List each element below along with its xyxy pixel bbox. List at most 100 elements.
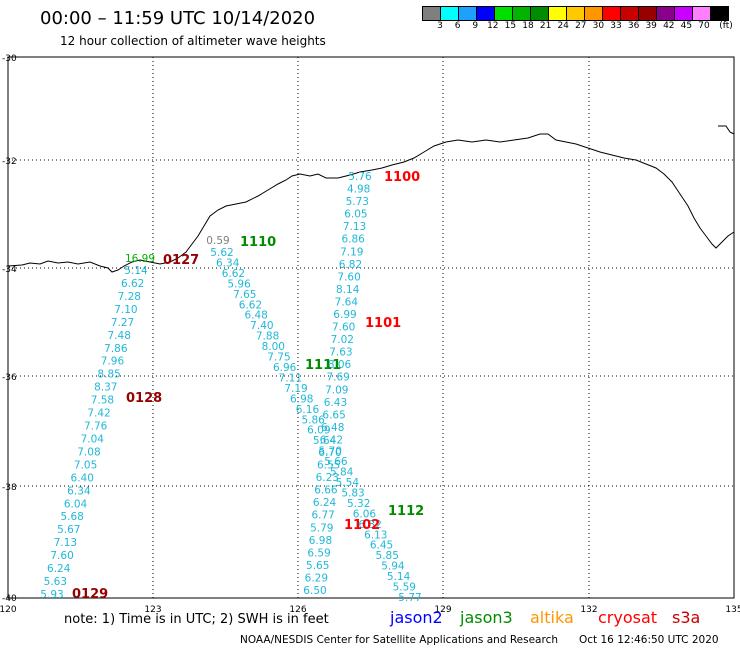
track-1100-value: 5.76 bbox=[348, 171, 372, 183]
lat-label: -30 bbox=[2, 54, 17, 64]
track-1110-value: 6.13 bbox=[364, 529, 387, 541]
track-0127-value: 7.58 bbox=[91, 395, 114, 407]
track-1110-value: 5.86 bbox=[301, 414, 325, 426]
track-1100-value: 6.43 bbox=[324, 397, 347, 409]
colorbar-label: 9 bbox=[472, 21, 479, 31]
colorbar-label: 33 bbox=[610, 21, 622, 31]
colorbar-label: 21 bbox=[539, 21, 552, 31]
colorbar-label: 12 bbox=[487, 21, 499, 31]
track-0127-start-value: 16.99 bbox=[125, 253, 155, 265]
colorbar bbox=[422, 6, 729, 21]
track-1110-value: 5.54 bbox=[336, 477, 360, 489]
track-1110-value: 5.77 bbox=[398, 592, 421, 604]
track-0127-value: 8.85 bbox=[97, 369, 120, 381]
track-1100-value: 8.14 bbox=[336, 284, 360, 296]
track-1100-value: 6.86 bbox=[341, 234, 365, 246]
track-1100-value: 7.13 bbox=[343, 221, 366, 233]
track-1110-value: 6.09 bbox=[307, 425, 330, 437]
coastline-islet bbox=[718, 125, 735, 135]
track-1100-value: 4.98 bbox=[347, 184, 370, 196]
legend-s3a: s3a bbox=[672, 608, 701, 627]
track-1100-value: 6.66 bbox=[314, 485, 338, 497]
colorbar-label: 6 bbox=[454, 21, 461, 31]
colorbar-labels: 3 6 9 12 15 18 21 24 27 30 33 36 39 42 45 70 (ft) bbox=[422, 21, 740, 33]
lat-label: -40 bbox=[2, 594, 17, 604]
track-1110-value: 6.96 bbox=[273, 362, 297, 374]
pass-label-1102: 1102 bbox=[344, 518, 380, 533]
track-0127-value: 7.96 bbox=[101, 356, 125, 368]
track-1110-value: 6.62 bbox=[239, 299, 262, 311]
legend-jason3: jason3 bbox=[460, 608, 513, 627]
lon-label: 123 bbox=[144, 605, 161, 615]
track-1110-value: 7.11 bbox=[279, 372, 302, 384]
track-1110-value: 7.88 bbox=[256, 331, 279, 343]
legend-jason2: jason2 bbox=[390, 608, 443, 627]
track-1110-value: 5.59 bbox=[393, 582, 416, 594]
track-1100-value: 6.23 bbox=[316, 472, 339, 484]
colorbar-label: 30 bbox=[592, 21, 605, 31]
track-1100-value: 6.98 bbox=[309, 535, 332, 547]
track-1100-value: 7.64 bbox=[335, 296, 359, 308]
track-1110-value: 5.14 bbox=[387, 571, 411, 583]
colorbar-label: 18 bbox=[522, 21, 534, 31]
coastline bbox=[7, 133, 735, 273]
track-1100-value: 6.65 bbox=[322, 409, 345, 421]
colorbar-label: 24 bbox=[557, 21, 569, 31]
colorbar-label: 36 bbox=[627, 21, 640, 31]
pass-label-1100: 1100 bbox=[384, 170, 420, 185]
track-1110-value: 6.06 bbox=[353, 508, 377, 520]
pass-label-0129: 0129 bbox=[72, 587, 108, 602]
track-1110-value: 5.66 bbox=[324, 456, 348, 468]
footer-timestamp: Oct 16 12:46:50 UTC 2020 bbox=[579, 634, 719, 646]
track-1100-value: 6.99 bbox=[333, 309, 356, 321]
track-1100-value: 7.02 bbox=[331, 334, 354, 346]
colorbar-label: 45 bbox=[680, 21, 693, 31]
footer-credit: NOAA/NESDIS Center for Satellite Applica… bbox=[240, 634, 558, 646]
track-1110-value: 5.94 bbox=[381, 561, 405, 573]
track-1110-value: 7.65 bbox=[233, 289, 256, 301]
track-1110-value: 5.70 bbox=[319, 446, 342, 458]
track-0127-value: 6.04 bbox=[64, 498, 88, 510]
track-1100-value: 7.19 bbox=[340, 246, 363, 258]
track-1100-value: 6.82 bbox=[339, 259, 362, 271]
track-0127-value: 8.37 bbox=[94, 382, 117, 394]
track-1110-value: 5.32 bbox=[347, 498, 370, 510]
pass-label-1112: 1112 bbox=[388, 504, 424, 519]
track-1100-value: 6.70 bbox=[318, 447, 341, 459]
track-1100-value: 6.24 bbox=[313, 497, 337, 509]
lon-label: 129 bbox=[434, 605, 451, 615]
subtitle: 12 hour collection of altimeter wave hei… bbox=[60, 34, 326, 48]
track-0127-value: 7.76 bbox=[84, 421, 108, 433]
track-0127-value: 7.04 bbox=[81, 433, 105, 445]
track-0127-value: 5.14 bbox=[124, 265, 148, 277]
track-1110-value: 7.75 bbox=[267, 352, 290, 364]
track-1100-value: 7.63 bbox=[329, 347, 352, 359]
track-0127-value: 6.62 bbox=[121, 278, 144, 290]
pass-label-0128: 0128 bbox=[126, 391, 162, 406]
track-1110-value: 6.32 bbox=[358, 519, 381, 531]
track-1100-value: 6.42 bbox=[320, 434, 343, 446]
lon-label: 126 bbox=[289, 605, 306, 615]
colorbar-label: 3 bbox=[437, 21, 443, 31]
track-1100-value: 6.77 bbox=[311, 510, 334, 522]
pass-label-1111: 1111 bbox=[305, 358, 341, 373]
track-0127-value: 7.28 bbox=[118, 291, 141, 303]
track-1110-value: 5.84 bbox=[330, 467, 354, 479]
lat-label: -32 bbox=[2, 157, 17, 167]
track-1100-value: 5.79 bbox=[310, 522, 333, 534]
track-1100-value: 6.59 bbox=[307, 547, 330, 559]
track-1110-value: 5.83 bbox=[341, 487, 364, 499]
track-0127-value: 7.48 bbox=[108, 330, 131, 342]
track-1110-value: 5.96 bbox=[227, 278, 251, 290]
colorbar-label: 42 bbox=[663, 21, 675, 31]
track-1100-value: 7.09 bbox=[325, 384, 348, 396]
track-1100-value: 6.29 bbox=[305, 572, 328, 584]
lat-label: -36 bbox=[2, 373, 17, 383]
track-0127-value: 6.40 bbox=[71, 472, 94, 484]
track-1100-value: 7.60 bbox=[332, 322, 355, 334]
page-title: 00:00 – 11:59 UTC 10/14/2020 bbox=[40, 8, 316, 29]
track-0127-value: 5.68 bbox=[60, 511, 83, 523]
track-0127-value: 7.42 bbox=[87, 408, 110, 420]
track-0127-value: 5.67 bbox=[57, 524, 80, 536]
